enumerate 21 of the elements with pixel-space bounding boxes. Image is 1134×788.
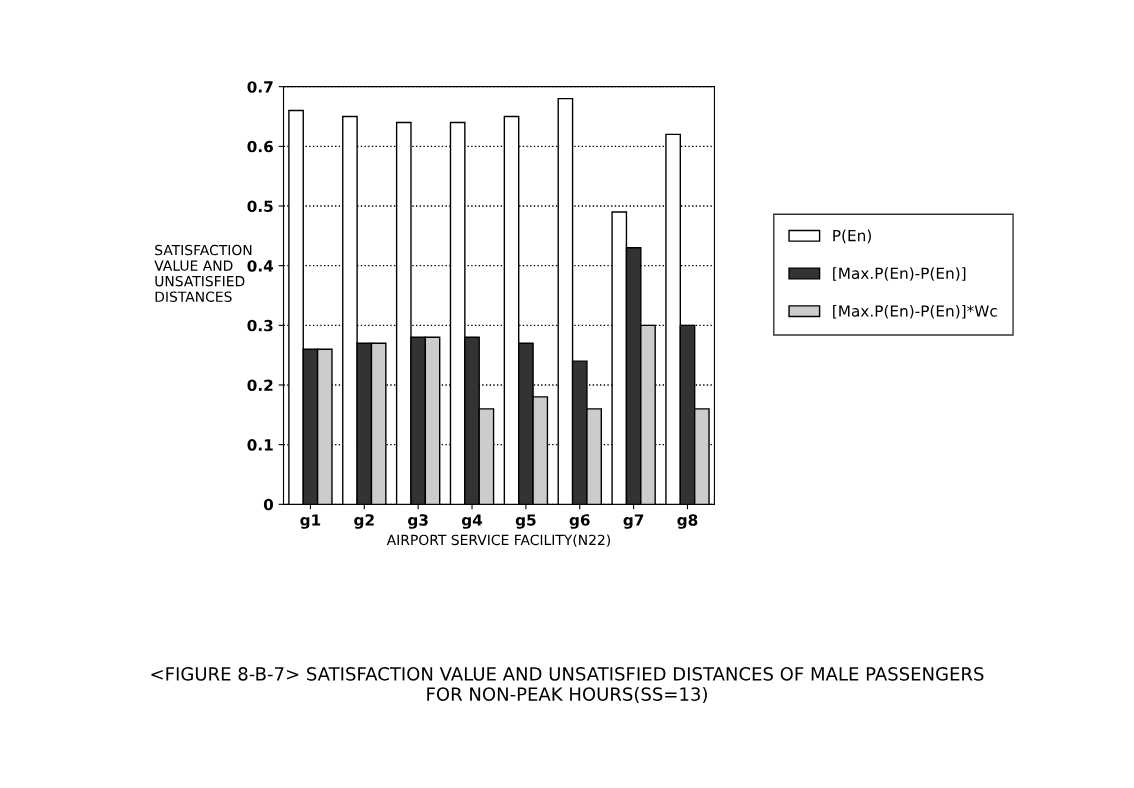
y-tick-label: 0.7: [247, 81, 273, 93]
y-tick-label: 0.2: [247, 379, 273, 392]
x-tick-label: g8: [677, 514, 698, 529]
x-tick-label: g3: [408, 514, 428, 529]
text: <FIGURE 8-B-7> SATISFACTION VALUE AND UNSATISFIED DISTANCES OF MALE PASSENGERS FOR NON-PEAK HOURS(SS=13): [151, 667, 984, 704]
x-tick-label: g1: [300, 514, 321, 529]
y-tick-label: 0.4: [247, 260, 274, 272]
y-tick-label: 0: [263, 498, 274, 511]
y-tick-label: 0.1: [247, 439, 273, 451]
x-tick-label: g2: [354, 514, 374, 529]
y-tick-label: 0.6: [247, 140, 273, 153]
y-tick-label: 0.3: [247, 319, 273, 332]
x-tick-label: g5: [515, 514, 536, 529]
x-axis-title: AIRPORT SERVICE FACILITY(N22): [386, 534, 611, 547]
legend-label: P(En): [833, 229, 871, 244]
legend-label: [Max.P(En)-P(En)]: [833, 267, 966, 281]
legend-label: [Max.P(En)-P(En)]*Wc: [833, 304, 997, 319]
x-tick-label: g4: [461, 514, 483, 529]
x-tick-label: g6: [569, 514, 590, 529]
y-tick-label: 0.5: [247, 200, 273, 213]
x-tick-label: g7: [623, 514, 644, 529]
